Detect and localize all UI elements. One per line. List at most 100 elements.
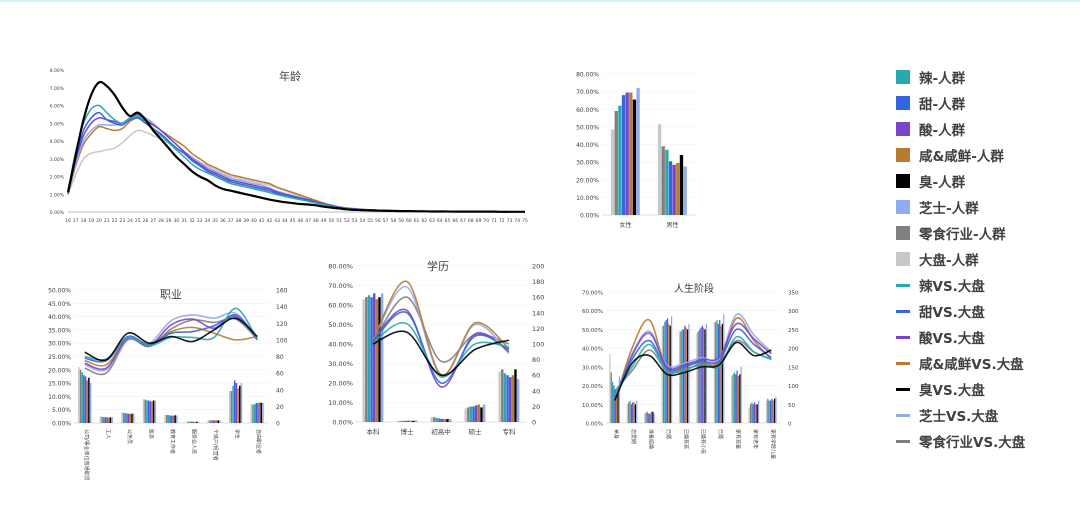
legend-item: 芝士VS.大盘	[896, 402, 1076, 428]
bar-zhishi	[516, 379, 520, 422]
series-line-chou	[84, 317, 258, 362]
bar-lingshi	[101, 416, 103, 423]
legend-label: 芝士VS.大盘	[919, 409, 999, 425]
bar-suan	[649, 413, 651, 423]
y-tick-label: 30.00%	[582, 365, 603, 371]
y-tick-label: 20.00%	[582, 384, 603, 390]
bar-xian	[258, 402, 261, 423]
legend-item: 酸-人群	[896, 116, 1076, 142]
bar-suan	[684, 325, 686, 423]
bar-dapan	[142, 399, 145, 423]
x-tick-label: 68	[468, 218, 474, 224]
y-tick-label: 0.00%	[580, 213, 599, 220]
legend-swatch	[896, 148, 910, 162]
bar-tian	[126, 413, 128, 423]
x-tick-label: 39	[243, 218, 249, 224]
bar-chou	[632, 99, 637, 215]
x-tick-label: 33	[197, 218, 203, 224]
legend-item: 咸&咸鲜-人群	[896, 142, 1076, 168]
legend-item: 零食行业VS.大盘	[896, 428, 1076, 454]
y-tick-label: 25.00%	[48, 354, 71, 361]
bar-lingshi	[252, 404, 254, 423]
y-tick-label: 80.00%	[328, 263, 353, 271]
bar-la	[733, 372, 736, 423]
bar-chou	[217, 420, 219, 423]
x-tick-label: 34	[205, 218, 211, 224]
bar-suan	[753, 402, 756, 423]
bar-suan	[475, 405, 478, 422]
category-label: 硕士	[469, 427, 483, 436]
series-line-chou	[66, 80, 525, 213]
y-tick-label: 0.00%	[50, 210, 65, 216]
bar-chou	[260, 402, 263, 423]
y-tick-label: 20.00%	[328, 380, 353, 388]
category-label: 学生	[234, 429, 241, 439]
legend-label: 甜VS.大盘	[919, 305, 985, 321]
category-label: 教育工作者	[169, 429, 176, 454]
bar-suan	[235, 383, 238, 423]
category-label: 男性	[666, 221, 678, 229]
x-tick-label: 31	[181, 218, 187, 224]
bar-xian	[737, 376, 740, 423]
legend-item: 甜VS.大盘	[896, 298, 1076, 324]
x-tick-label: 28	[158, 218, 164, 224]
x-tick-label: 29	[166, 218, 172, 224]
x-tick-label: 54	[359, 218, 365, 224]
bar-la	[768, 400, 770, 423]
bar-suan	[736, 370, 738, 423]
bar-xian	[629, 92, 633, 215]
series-line-la	[372, 321, 510, 378]
series-line-xian	[84, 326, 258, 367]
bar-la	[612, 381, 614, 423]
bar-suan	[614, 389, 616, 423]
y2-tick-label: 300	[788, 309, 799, 315]
legend-label: 辣-人群	[919, 71, 966, 87]
y-tick-label: 35.00%	[48, 327, 71, 334]
y2-tick-label: 200	[788, 347, 799, 353]
bar-tian	[370, 297, 373, 422]
bar-tian	[621, 95, 626, 215]
bar-xian	[685, 327, 687, 423]
bar-chou	[634, 404, 637, 423]
bar-tian	[717, 323, 719, 423]
x-tick-label: 23	[119, 218, 125, 224]
bar-la	[751, 402, 753, 423]
bar-la	[665, 149, 669, 215]
y2-tick-label: 120	[276, 321, 288, 328]
bar-dapan	[498, 371, 501, 422]
category-label: 已婚	[665, 429, 672, 439]
bar-chou	[446, 419, 449, 422]
category-label: 专科	[503, 427, 517, 436]
y2-tick-label: 140	[276, 304, 288, 311]
bar-zhishi	[482, 404, 486, 422]
x-tick-label: 58	[390, 218, 396, 224]
bar-tian	[438, 418, 441, 422]
bar-zhishi	[740, 366, 742, 423]
x-tick-label: 17	[73, 218, 79, 224]
bar-tian	[769, 400, 772, 423]
legend-swatch	[896, 226, 910, 240]
bar-lingshi	[645, 412, 647, 423]
category-label: 家有老年	[752, 429, 759, 449]
bar-xian	[409, 420, 413, 422]
y-tick-label: 50.00%	[48, 288, 71, 295]
bar-suan	[672, 164, 676, 215]
legend-label: 臭-人群	[919, 175, 966, 191]
bar-dapan	[657, 124, 662, 215]
y-tick-label: 70.00%	[576, 89, 599, 96]
bar-tian	[169, 415, 171, 423]
series-line-tian	[372, 311, 510, 384]
x-tick-label: 16	[65, 218, 71, 224]
legend-swatch	[896, 252, 910, 266]
bar-xian	[755, 404, 757, 423]
x-tick-label: 46	[298, 218, 304, 224]
chart-title: 年龄	[279, 69, 301, 83]
bar-suan	[84, 376, 87, 423]
legend-item: 甜-人群	[896, 90, 1076, 116]
y-tick-label: 6.00%	[50, 104, 65, 110]
bar-xian	[151, 401, 153, 423]
legend-label: 芝士-人群	[919, 201, 979, 217]
bar-dapan	[609, 353, 611, 423]
bar-chou	[756, 404, 758, 423]
chart-title: 学历	[427, 259, 449, 273]
